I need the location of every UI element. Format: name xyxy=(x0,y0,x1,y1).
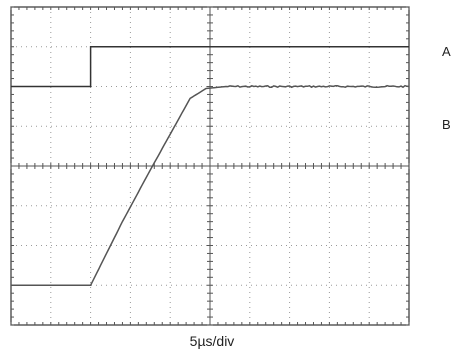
trace-b xyxy=(11,84,410,287)
trace-a xyxy=(11,46,409,88)
traces xyxy=(11,46,410,287)
x-axis-label: 5µs/div xyxy=(189,333,235,349)
channel-b-label: B xyxy=(442,117,451,132)
channel-a-label: A xyxy=(442,44,451,59)
grid xyxy=(10,6,410,326)
